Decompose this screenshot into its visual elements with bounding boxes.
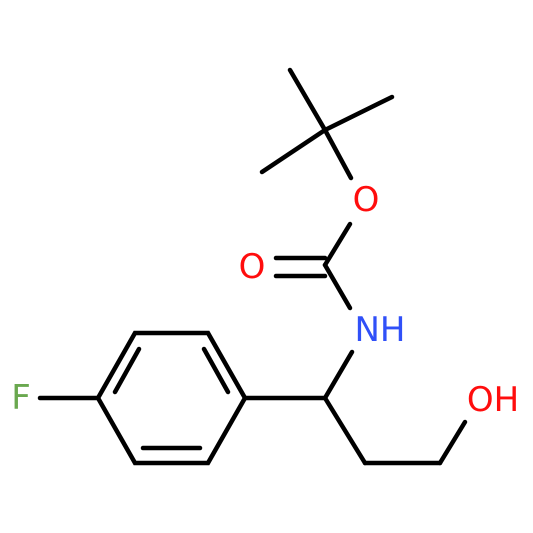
atom-label: F: [11, 378, 31, 418]
bond: [322, 262, 353, 311]
bond: [112, 346, 142, 395]
bond: [259, 127, 328, 175]
atom-label: NH: [355, 310, 406, 350]
bond: [287, 67, 328, 133]
bond: [322, 94, 395, 133]
bond: [322, 349, 355, 401]
atom-label: OH: [467, 380, 519, 420]
bond: [322, 127, 354, 181]
atom-label: O: [353, 180, 380, 220]
bond: [201, 346, 231, 395]
bond: [322, 221, 353, 268]
bond: [437, 419, 468, 466]
ring: [95, 330, 248, 466]
atom-label: O: [239, 247, 266, 287]
bonds: [37, 67, 468, 466]
bond: [322, 395, 368, 466]
